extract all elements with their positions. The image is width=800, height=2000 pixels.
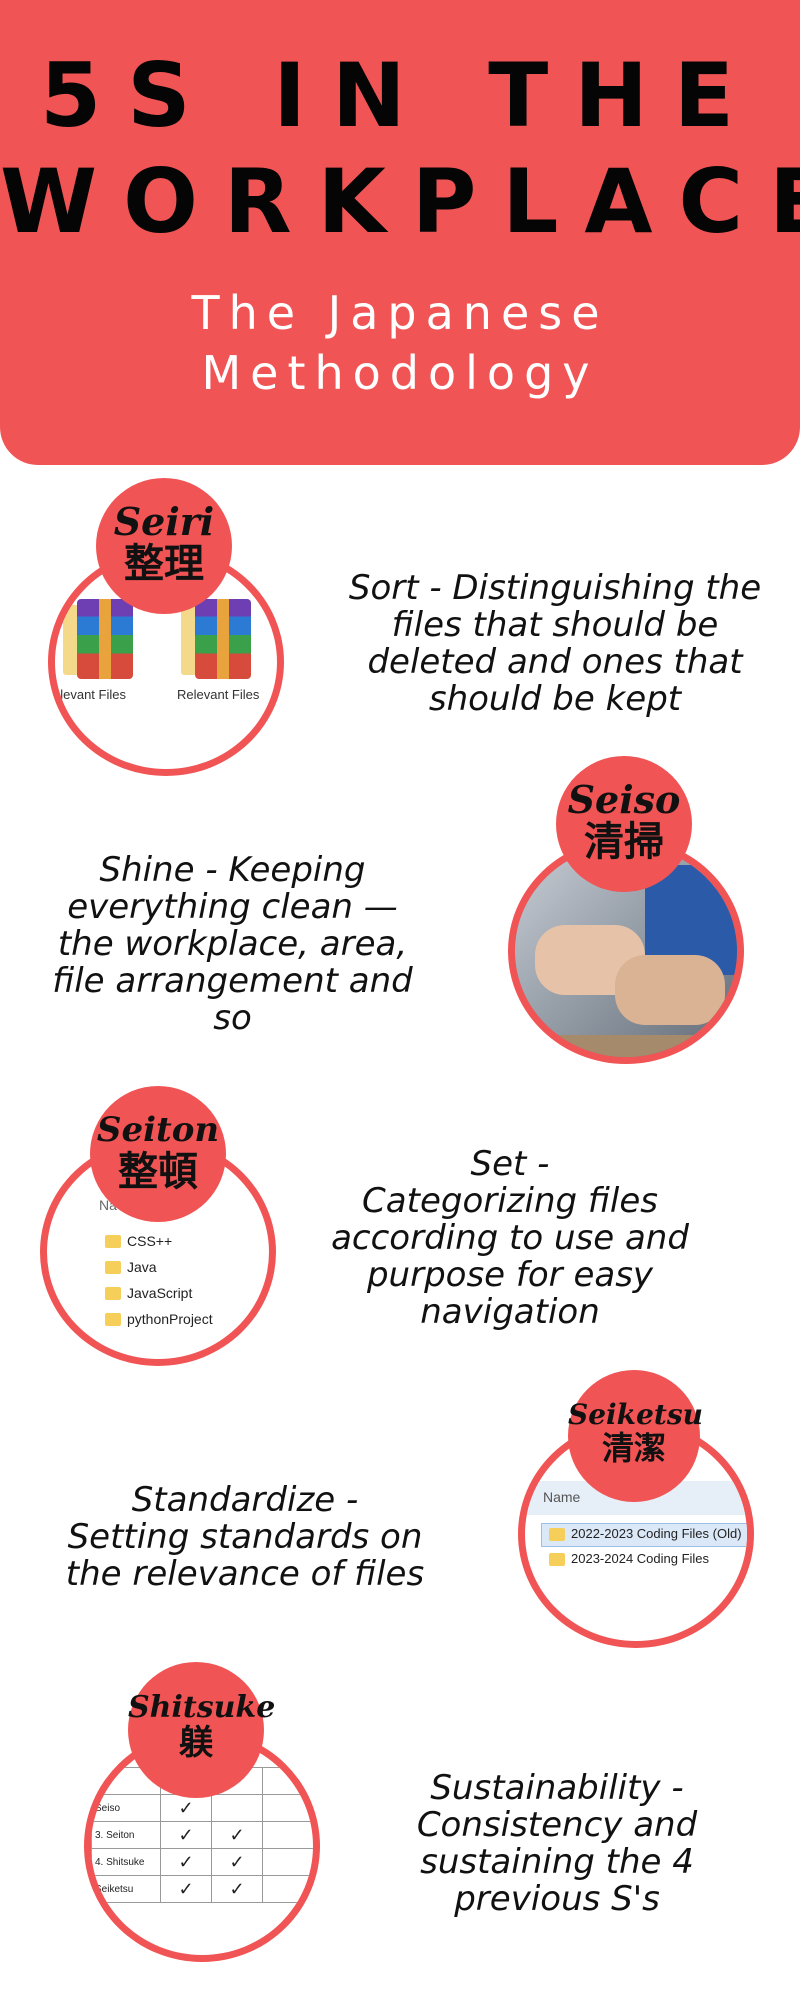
shitsuke-romaji: Shitsuke: [128, 1690, 276, 1725]
folder-icon: [549, 1528, 565, 1541]
checklist-row-label: Seiketsu: [91, 1875, 161, 1903]
folder-name: 2023-2024 Coding Files: [571, 1551, 710, 1566]
check-mark: ✓: [160, 1875, 212, 1903]
seiton-kanji: 整頓: [118, 1149, 198, 1195]
folder-name: 2022-2023 Coding Files (Old): [571, 1526, 742, 1541]
archive-icon: [77, 599, 133, 679]
archive-icon: [195, 599, 251, 679]
check-mark: ✓: [211, 1848, 263, 1876]
file-label: Relevant Files: [177, 687, 260, 702]
seiketsu-badge: Seiketsu 清潔: [568, 1370, 703, 1502]
seiso-badge: Seiso 清掃: [556, 756, 692, 892]
checklist-table: eiri Seiso ✓ 3. Seiton ✓ ✓ 4. Shitsuke ✓ ✓ Se…: [91, 1767, 313, 1903]
seiso-romaji: Seiso: [567, 777, 681, 822]
check-mark: ✓: [160, 1848, 212, 1876]
seiri-kanji: 整理: [124, 541, 204, 587]
title-line-1: 5S IN THE: [39, 44, 761, 147]
hand-graphic: [615, 955, 725, 1025]
selected-row: [541, 1523, 747, 1547]
seiri-romaji: Seiri: [113, 499, 215, 544]
folder-icon: [549, 1553, 565, 1566]
seiton-description: Set - Categorizing files according to us…: [331, 1144, 689, 1332]
seiri-description: Sort - Distinguishing the files that sho…: [348, 568, 762, 719]
folder-icon: [105, 1313, 121, 1326]
seiketsu-description: Standardize - Setting standards on the r…: [65, 1480, 425, 1594]
seiso-kanji: 清掃: [584, 819, 664, 865]
folder-icon: [105, 1235, 121, 1248]
check-mark: ✓: [211, 1821, 263, 1849]
seiri-badge: Seiri 整理: [96, 478, 232, 614]
column-header: Name: [543, 1489, 581, 1505]
seiketsu-image-circle: Name 2022-2023 Coding Files (Old) 2023-2…: [518, 1420, 754, 1648]
seiso-image-circle: [508, 838, 744, 1064]
folder-name: pythonProject: [127, 1311, 213, 1327]
folder-name: CSS++: [127, 1233, 173, 1249]
seiso-description: Shine - Keeping everything clean — the w…: [52, 850, 413, 1038]
seiton-romaji: Seiton: [96, 1110, 220, 1150]
desk-graphic: [515, 1035, 737, 1057]
checklist-row-label: 4. Shitsuke: [91, 1848, 161, 1876]
title-banner: 5S IN THE WORKPLACE The Japanese Methodo…: [0, 0, 800, 465]
check-mark: ✓: [211, 1875, 263, 1903]
shitsuke-badge: Shitsuke 躾: [128, 1662, 276, 1798]
checklist-row-label: Seiso: [91, 1794, 161, 1822]
shitsuke-description: Sustainability - Consistency and sustain…: [416, 1768, 698, 1919]
folder-icon: [105, 1287, 121, 1300]
subtitle-line-2: Methodology: [201, 346, 599, 400]
folder-name: Java: [127, 1259, 157, 1275]
seiketsu-romaji: Seiketsu: [568, 1398, 703, 1431]
check-mark: ✓: [160, 1821, 212, 1849]
subtitle-line-1: The Japanese: [191, 286, 609, 340]
check-mark: ✓: [160, 1794, 212, 1822]
folder-icon: [105, 1261, 121, 1274]
shitsuke-kanji: 躾: [179, 1723, 213, 1763]
shitsuke-image-circle: eiri Seiso ✓ 3. Seiton ✓ ✓ 4. Shitsuke ✓ ✓ Se…: [84, 1730, 320, 1962]
seiton-badge: Seiton 整頓: [90, 1086, 226, 1222]
title-line-2: WORKPLACE: [0, 150, 800, 253]
folder-name: JavaScript: [127, 1285, 193, 1301]
seiketsu-kanji: 清潔: [601, 1429, 666, 1467]
checklist-row-label: 3. Seiton: [91, 1821, 161, 1849]
file-label: elevant Files: [53, 687, 126, 702]
